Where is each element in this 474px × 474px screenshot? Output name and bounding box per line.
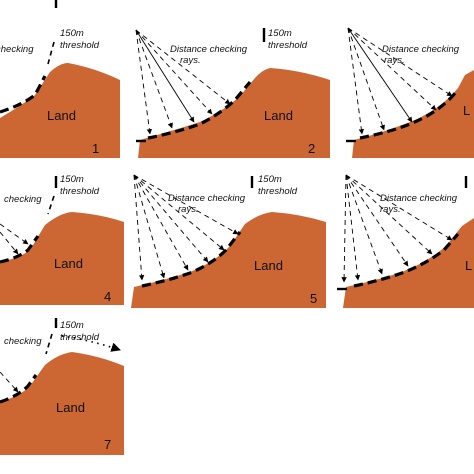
distance-ray (347, 27, 437, 111)
distance-ray (135, 29, 213, 115)
coastline-boundary (353, 232, 460, 288)
land-label: Land (264, 108, 293, 123)
panel-7: 150m threshold checking Land 7 (0, 318, 124, 455)
land-area (343, 218, 474, 308)
land-area (0, 212, 124, 305)
coastline-boundary (0, 374, 38, 404)
threshold-label: 150m (60, 28, 84, 39)
land-label: Land (254, 258, 283, 273)
land-label: Land (47, 108, 76, 123)
distance-ray (133, 174, 225, 251)
panel-3: Distance checking rays. L (346, 27, 474, 158)
distance-ray (133, 174, 145, 281)
distance-ray (345, 174, 409, 267)
panel-1: 150m threshold checking Land 1 (0, 0, 120, 158)
land-label: Land (54, 256, 83, 271)
land-area (131, 212, 326, 308)
land-area (0, 63, 120, 158)
threshold-label: threshold (60, 40, 100, 51)
panel-number: 1 (92, 141, 99, 156)
threshold-label: threshold (258, 186, 298, 197)
coastline-boundary (359, 90, 458, 140)
threshold-label: 150m (60, 320, 84, 331)
rays-label: rays. (380, 204, 401, 215)
threshold-marker (47, 195, 55, 215)
distance-ray (0, 223, 29, 245)
panel-5: 150m threshold Distance checking rays. L… (131, 174, 326, 308)
distance-ray (133, 174, 209, 263)
distance-ray (133, 174, 189, 271)
distance-ray (345, 174, 433, 255)
rays-label: Distance checking (168, 193, 246, 204)
rays-label: checking (4, 194, 42, 205)
distance-ray (133, 174, 239, 235)
threshold-label: 150m (268, 28, 292, 39)
land-label: L (465, 258, 472, 273)
threshold-label: threshold (60, 186, 100, 197)
distance-ray (347, 27, 385, 131)
distance-ray (341, 174, 347, 283)
panel-number: 7 (104, 437, 111, 452)
threshold-marker (45, 333, 53, 355)
distance-ray (133, 174, 166, 279)
panel-6: Distance checking rays. L (337, 174, 474, 308)
distance-ray (347, 27, 365, 135)
panel-number: 2 (308, 141, 315, 156)
distance-ray (347, 27, 413, 123)
coastline-boundary (141, 231, 242, 288)
threshold-label: 150m (60, 174, 84, 185)
distance-ray (0, 231, 19, 255)
distance-ray (0, 371, 19, 393)
panel-4: 150m threshold checking Land 4 (0, 174, 124, 305)
threshold-label: threshold (60, 332, 100, 343)
coastline-boundary (0, 75, 47, 114)
threshold-label: 150m (258, 174, 282, 185)
rays-label: rays. (384, 55, 405, 66)
land-area (0, 352, 124, 455)
threshold-label: threshold (268, 40, 308, 51)
distance-ray (135, 29, 195, 123)
land-area (352, 70, 474, 158)
coastline-boundary (0, 235, 40, 264)
rays-label: Distance checking (170, 44, 248, 55)
land-area (138, 68, 330, 158)
rays-label: Distance checking (380, 193, 458, 204)
rays-label: Distance checking (382, 44, 460, 55)
distance-ray (347, 27, 453, 97)
threshold-marker (47, 41, 55, 65)
panel-number: 4 (104, 289, 111, 304)
rays-label: checking (0, 44, 34, 55)
rays-label: rays. (180, 55, 201, 66)
land-label: Land (56, 400, 85, 415)
panel-number: 5 (310, 291, 317, 306)
distance-ray (345, 174, 453, 241)
panel-2: 150m threshold Distance checking rays. L… (135, 28, 330, 158)
rays-label: checking (4, 336, 42, 347)
land-label: L (463, 103, 470, 118)
coastline-boundary (147, 80, 252, 140)
rays-label: rays. (178, 204, 199, 215)
distance-ray (135, 29, 153, 135)
dotted-arrow (61, 335, 121, 352)
distance-ray (135, 29, 231, 105)
